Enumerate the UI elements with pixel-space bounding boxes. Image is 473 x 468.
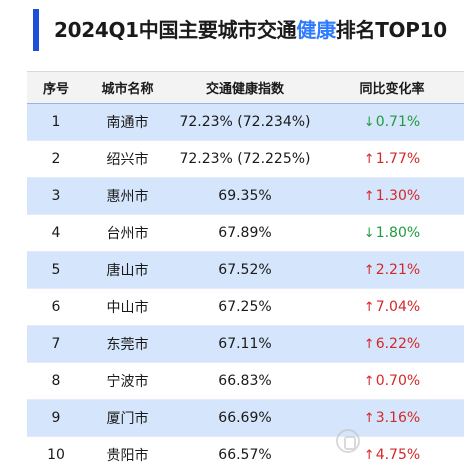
- cell-city: 绍兴市: [85, 140, 170, 178]
- change-value: ↑1.30%: [364, 188, 420, 204]
- title-part-2: 排名TOP10: [335, 18, 447, 42]
- change-percent: 2.21%: [375, 262, 421, 278]
- cell-change: ↓0.71%: [320, 103, 464, 141]
- cell-city: 唐山市: [85, 251, 170, 289]
- change-percent: 4.75%: [375, 447, 421, 463]
- arrow-up-icon: ↑: [363, 189, 375, 204]
- cell-city: 台州市: [85, 214, 170, 252]
- title-highlight: 健康: [296, 18, 336, 42]
- cell-rank: 9: [27, 399, 85, 437]
- cell-rank: 6: [27, 288, 85, 326]
- change-percent: 0.70%: [375, 373, 421, 389]
- change-value: ↑0.70%: [364, 373, 420, 389]
- cell-city: 南通市: [85, 103, 170, 141]
- arrow-up-icon: ↑: [363, 337, 375, 352]
- title-part-1: 2024Q1中国主要城市交通: [54, 18, 297, 42]
- change-percent: 7.04%: [375, 299, 421, 315]
- cell-index: 69.35%: [170, 177, 320, 215]
- table-row: 9 厦门市 66.69% ↑3.16%: [27, 399, 464, 437]
- table-row: 1 南通市 72.23% (72.234%) ↓0.71%: [27, 103, 464, 141]
- header-index: 交通健康指数: [170, 71, 320, 104]
- cell-change: ↓1.80%: [320, 214, 464, 252]
- cell-change: ↑7.04%: [320, 288, 464, 326]
- table-row: 10 贵阳市 66.57% ↑4.75%: [27, 436, 464, 468]
- arrow-up-icon: ↑: [363, 374, 375, 389]
- change-value: ↑1.77%: [364, 151, 420, 167]
- ranking-table: 序号 城市名称 交通健康指数 同比变化率 1 南通市 72.23% (72.234%…: [27, 71, 464, 468]
- cell-index: 67.52%: [170, 251, 320, 289]
- cell-rank: 5: [27, 251, 85, 289]
- arrow-up-icon: ↑: [363, 152, 375, 167]
- change-percent: 1.80%: [375, 225, 421, 241]
- cell-change: ↑2.21%: [320, 251, 464, 289]
- arrow-up-icon: ↑: [363, 263, 375, 278]
- table-body: 1 南通市 72.23% (72.234%) ↓0.71% 2 绍兴市 72.23% (72…: [27, 103, 464, 468]
- change-percent: 1.30%: [375, 188, 421, 204]
- cell-rank: 3: [27, 177, 85, 215]
- table-row: 6 中山市 67.25% ↑7.04%: [27, 288, 464, 326]
- change-percent: 1.77%: [375, 151, 421, 167]
- cell-change: ↑1.30%: [320, 177, 464, 215]
- table-row: 5 唐山市 67.52% ↑2.21%: [27, 251, 464, 289]
- change-value: ↑7.04%: [364, 299, 420, 315]
- change-value: ↑4.75%: [364, 447, 420, 463]
- title-accent-bar: [33, 9, 39, 51]
- change-percent: 0.71%: [375, 114, 421, 130]
- cell-index: 66.57%: [170, 436, 320, 468]
- cell-rank: 2: [27, 140, 85, 178]
- arrow-down-icon: ↓: [363, 226, 375, 241]
- cell-city: 贵阳市: [85, 436, 170, 468]
- cell-rank: 10: [27, 436, 85, 468]
- table-row: 8 宁波市 66.83% ↑0.70%: [27, 362, 464, 400]
- cell-index: 67.11%: [170, 325, 320, 363]
- cell-index: 67.25%: [170, 288, 320, 326]
- table-row: 2 绍兴市 72.23% (72.225%) ↑1.77%: [27, 140, 464, 178]
- cell-change: ↑6.22%: [320, 325, 464, 363]
- change-value: ↓1.80%: [364, 225, 420, 241]
- cell-rank: 8: [27, 362, 85, 400]
- cell-rank: 4: [27, 214, 85, 252]
- cell-rank: 7: [27, 325, 85, 363]
- cell-change: ↑3.16%: [320, 399, 464, 437]
- cell-city: 宁波市: [85, 362, 170, 400]
- change-value: ↑6.22%: [364, 336, 420, 352]
- cell-index: 66.83%: [170, 362, 320, 400]
- change-value: ↓0.71%: [364, 114, 420, 130]
- table-header-row: 序号 城市名称 交通健康指数 同比变化率: [27, 71, 464, 104]
- header-city: 城市名称: [85, 71, 170, 104]
- table-row: 4 台州市 67.89% ↓1.80%: [27, 214, 464, 252]
- cell-change: ↑4.75%: [320, 436, 464, 468]
- change-value: ↑2.21%: [364, 262, 420, 278]
- arrow-up-icon: ↑: [363, 300, 375, 315]
- change-percent: 6.22%: [375, 336, 421, 352]
- arrow-up-icon: ↑: [363, 411, 375, 426]
- table-row: 3 惠州市 69.35% ↑1.30%: [27, 177, 464, 215]
- header-rank: 序号: [27, 71, 85, 104]
- change-percent: 3.16%: [375, 410, 421, 426]
- page-title: 2024Q1中国主要城市交通健康排名TOP10: [54, 11, 447, 49]
- cell-index: 66.69%: [170, 399, 320, 437]
- cell-index: 72.23% (72.225%): [170, 140, 320, 178]
- cell-rank: 1: [27, 103, 85, 141]
- arrow-up-icon: ↑: [363, 448, 375, 463]
- cell-city: 厦门市: [85, 399, 170, 437]
- cell-index: 67.89%: [170, 214, 320, 252]
- cell-city: 中山市: [85, 288, 170, 326]
- cell-change: ↑0.70%: [320, 362, 464, 400]
- cell-city: 惠州市: [85, 177, 170, 215]
- change-value: ↑3.16%: [364, 410, 420, 426]
- table-row: 7 东莞市 67.11% ↑6.22%: [27, 325, 464, 363]
- header-change: 同比变化率: [320, 71, 464, 104]
- cell-index: 72.23% (72.234%): [170, 103, 320, 141]
- arrow-down-icon: ↓: [363, 115, 375, 130]
- cell-city: 东莞市: [85, 325, 170, 363]
- cell-change: ↑1.77%: [320, 140, 464, 178]
